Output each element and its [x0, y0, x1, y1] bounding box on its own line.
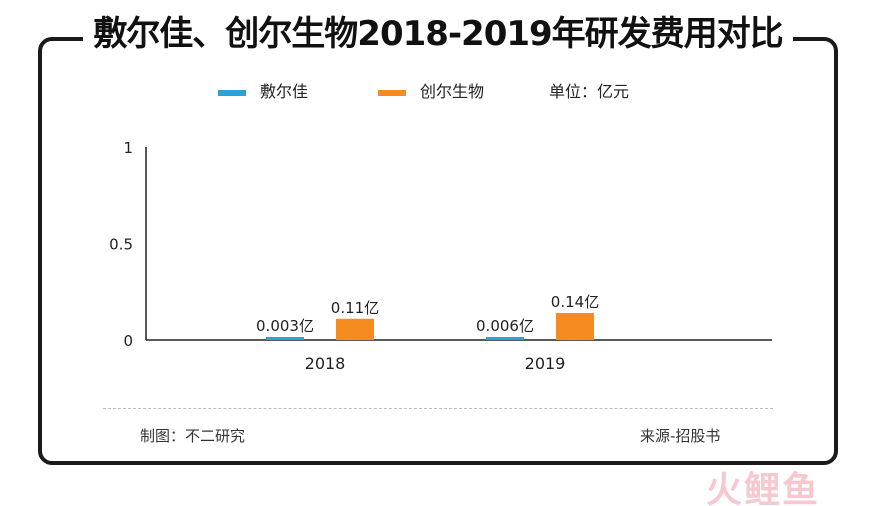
legend-label-1: 敷尔佳 [260, 82, 309, 101]
unit-label: 单位：亿元 [549, 82, 630, 101]
chart-title-wrapper: 敷尔佳、创尔生物2018-2019年研发费用对比 [0, 8, 876, 66]
x-tick-label: 2018 [305, 354, 346, 373]
source-credit: 来源-招股书 [640, 427, 721, 445]
legend-label-2: 创尔生物 [420, 82, 485, 101]
data-label: 0.11亿 [331, 299, 379, 317]
bar [556, 312, 594, 340]
data-label: 0.003亿 [256, 317, 314, 335]
data-label: 0.14亿 [551, 293, 599, 311]
bar [336, 318, 374, 340]
legend-swatch-2 [378, 90, 406, 96]
y-tick-label: 1 [123, 139, 133, 157]
maker-credit: 制图：不二研究 [140, 427, 246, 445]
chart-title: 敷尔佳、创尔生物2018-2019年研发费用对比 [83, 8, 793, 60]
x-tick-label: 2019 [525, 354, 566, 373]
footer-divider [103, 408, 773, 409]
watermark-logo: 火鲤鱼 [706, 470, 821, 506]
y-tick-label: 0.5 [109, 236, 133, 254]
bar [486, 337, 524, 340]
bar [266, 337, 304, 340]
data-label: 0.006亿 [476, 317, 534, 335]
y-tick-label: 0 [123, 332, 133, 350]
legend-swatch-1 [218, 90, 246, 96]
